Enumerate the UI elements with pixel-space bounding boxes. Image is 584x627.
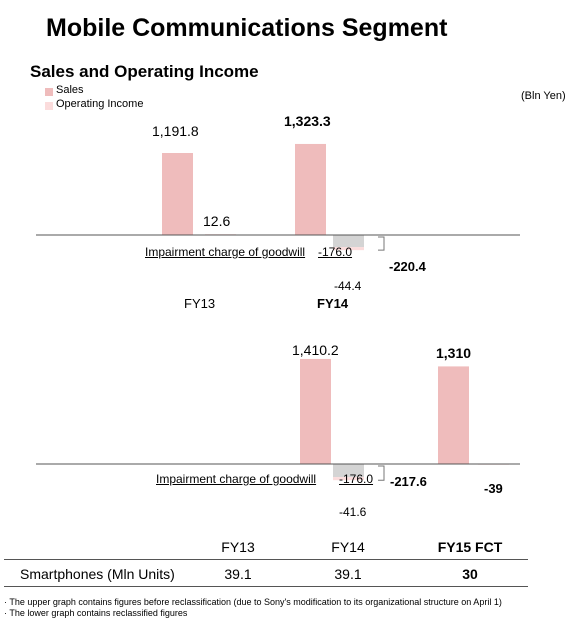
table-value-fy15: 30 bbox=[462, 566, 478, 582]
upper-oi-residual-label: -44.4 bbox=[334, 279, 362, 293]
lower-impairment-value: -176.0 bbox=[339, 472, 374, 486]
upper-sales-label-fy13: 1,191.8 bbox=[152, 123, 199, 139]
table-value-fy14: 39.1 bbox=[334, 566, 362, 582]
legend-swatch-operating-income bbox=[45, 102, 53, 110]
upper-category-fy13: FY13 bbox=[184, 296, 216, 311]
upper-oi-label-fy13: 12.6 bbox=[203, 213, 231, 229]
lower-oi-residual-label: -41.6 bbox=[339, 505, 367, 519]
legend-swatch-sales bbox=[45, 88, 53, 96]
chart-subtitle: Sales and Operating Income bbox=[30, 62, 259, 81]
chart1-sales-bar-1 bbox=[162, 153, 193, 235]
upper-category-fy14: FY14 bbox=[317, 296, 349, 311]
lower-total-label: -217.6 bbox=[390, 474, 427, 489]
footnote-1: · The upper graph contains figures befor… bbox=[4, 597, 502, 607]
chart1-impairment-bar bbox=[333, 235, 364, 248]
table-value-fy13: 39.1 bbox=[224, 566, 252, 582]
table-header-fy15: FY15 FCT bbox=[437, 539, 503, 555]
upper-impairment-label: Impairment charge of goodwill bbox=[145, 245, 306, 259]
chart2-impairment-bar bbox=[333, 464, 364, 478]
page-title: Mobile Communications Segment bbox=[46, 14, 448, 42]
lower-oi-label-fy15: -39 bbox=[484, 481, 503, 496]
lower-impairment-label: Impairment charge of goodwill bbox=[156, 472, 317, 486]
table-header-fy14: FY14 bbox=[331, 539, 365, 555]
legend-label-operating-income: Operating Income bbox=[56, 98, 144, 110]
lower-sales-label-fy15: 1,310 bbox=[436, 345, 472, 361]
table-divider-bottom bbox=[4, 586, 528, 587]
table-header-fy13: FY13 bbox=[221, 539, 255, 555]
chart1-total-bracket bbox=[378, 236, 385, 251]
footnote-2: · The lower graph contains reclassified … bbox=[4, 608, 188, 618]
unit-label: (Bln Yen) bbox=[521, 90, 566, 102]
upper-sales-label-fy14: 1,323.3 bbox=[284, 113, 331, 129]
table-divider-top bbox=[4, 559, 528, 560]
upper-total-label: -220.4 bbox=[389, 259, 426, 274]
chart2-sales-bar-1 bbox=[300, 358, 331, 464]
legend-label-sales: Sales bbox=[56, 84, 84, 96]
table-row-label: Smartphones (Mln Units) bbox=[20, 566, 175, 582]
lower-sales-label-fy14: 1,410.2 bbox=[292, 342, 339, 358]
upper-impairment-value: -176.0 bbox=[318, 245, 353, 259]
chart2-sales-bar-2 bbox=[438, 366, 469, 464]
chart1-sales-bar-2 bbox=[295, 143, 326, 235]
chart2-oi-residual-bar bbox=[333, 477, 364, 481]
chart1-oi-residual-bar bbox=[333, 247, 364, 251]
chart2-total-bracket bbox=[378, 465, 385, 481]
